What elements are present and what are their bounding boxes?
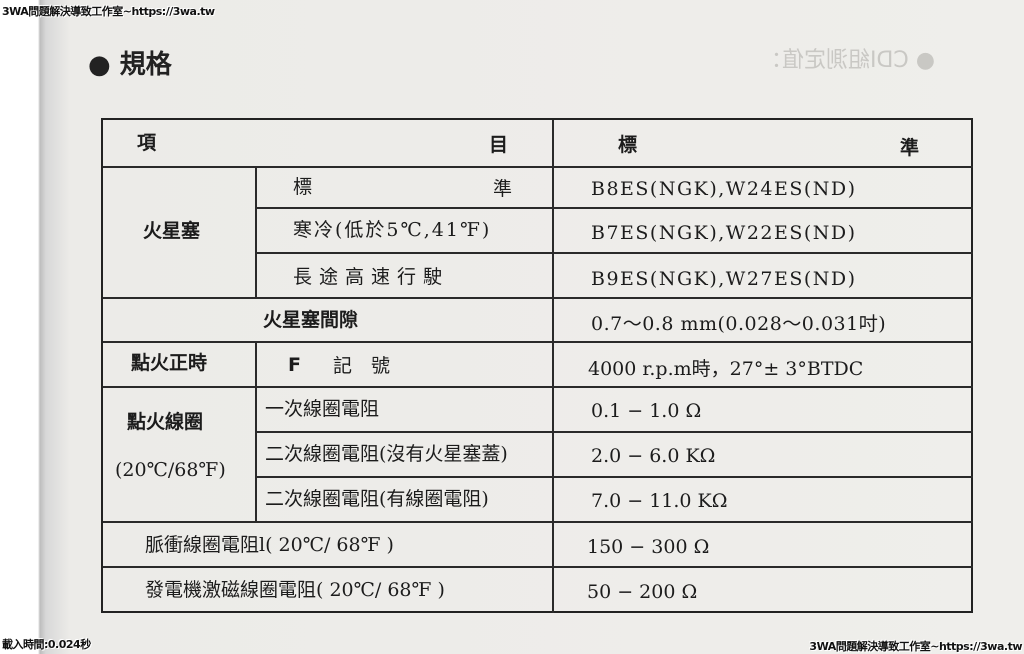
- timing-f-label: F: [288, 354, 301, 376]
- header-std-left: 標: [618, 134, 638, 156]
- watermark-top: 3WA問題解決導致工作室~https://3wa.tw: [2, 5, 215, 18]
- header-std-right: 準: [900, 137, 920, 159]
- gap-value: 0.7～0.8 mm(0.028～0.031吋): [591, 313, 887, 335]
- coil-secondary-res-value: 7.0 − 11.0 KΩ: [591, 490, 728, 512]
- timing-mark-label: 記 號: [333, 355, 391, 377]
- spark-std-value: B8ES(NGK),W24ES(ND): [591, 178, 857, 200]
- pulse-coil-value: 150 − 300 Ω: [587, 536, 710, 558]
- spark-std-left: 標: [293, 176, 313, 198]
- exciter-coil-label: 發電機激磁線圈電阻( 20℃/ 68℉ ): [145, 579, 445, 601]
- spark-highway-value: B9ES(NGK),W27ES(ND): [591, 268, 857, 290]
- spark-std-right: 準: [493, 178, 513, 200]
- timing-label: 點火正時: [131, 352, 208, 374]
- coil-primary-label: 一次線圈電阻: [265, 398, 380, 420]
- spec-table: 項 目 標 準 火星塞 標 準 B8ES(NGK),W24ES(ND) 寒冷(低…: [101, 118, 973, 613]
- bleed-through-text: ● CDI組測定值：: [760, 48, 935, 73]
- watermark-bottom: 3WA問題解決導致工作室~https://3wa.tw: [809, 640, 1022, 653]
- timing-value: 4000 r.p.m時，27°± 3°BTDC: [588, 358, 864, 380]
- spark-highway-label: 長途高速行駛: [293, 266, 450, 288]
- coil-secondary-res-label: 二次線圈電阻(有線圈電阻): [265, 488, 489, 510]
- spark-cold-label: 寒冷(低於5℃,41℉): [293, 219, 492, 241]
- coil-label: 點火線圈: [127, 411, 204, 433]
- section-title: ● 規格: [88, 50, 172, 80]
- gap-label: 火星塞間隙: [263, 309, 359, 331]
- spark-plug-label: 火星塞: [143, 220, 201, 242]
- watermark-load-time: 載入時間:0.024秒: [2, 638, 91, 651]
- coil-primary-value: 0.1 − 1.0 Ω: [591, 400, 702, 422]
- exciter-coil-value: 50 − 200 Ω: [587, 581, 698, 603]
- spark-cold-value: B7ES(NGK),W22ES(ND): [591, 222, 857, 244]
- coil-secondary-nocap-value: 2.0 − 6.0 KΩ: [591, 445, 716, 467]
- header-item-left: 項: [137, 132, 157, 154]
- coil-temp-label: (20℃/68℉): [115, 459, 226, 481]
- pulse-coil-label: 脈衝線圈電阻l( 20℃/ 68℉ ): [145, 534, 394, 556]
- coil-secondary-nocap-label: 二次線圈電阻(沒有火星塞蓋): [265, 443, 508, 465]
- header-item-right: 目: [489, 134, 509, 156]
